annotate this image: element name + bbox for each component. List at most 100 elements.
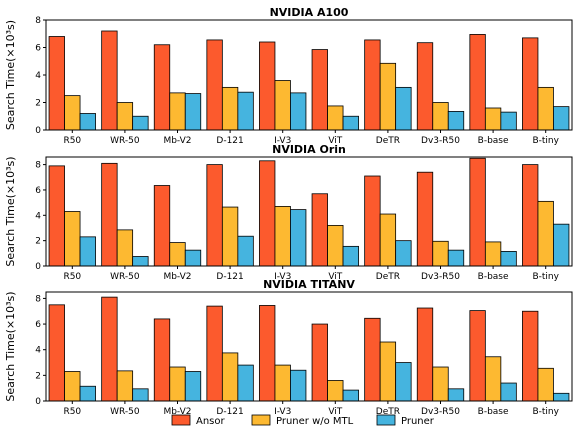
bar-pruner-w-o-mtl-i-v3 bbox=[274, 206, 291, 267]
bar-pruner-w-o-mtl-detr bbox=[379, 341, 397, 402]
y-tick-label: 2 bbox=[35, 237, 41, 247]
legend-label-ansor: Ansor bbox=[196, 416, 226, 427]
bar-ansor-mb-v2 bbox=[153, 185, 171, 267]
bar-pruner-w-o-mtl-wr-50 bbox=[116, 229, 134, 267]
bar-ansor-d-121 bbox=[206, 164, 223, 267]
bar-pruner-wr-50 bbox=[132, 256, 149, 267]
x-tick-label: DeTR bbox=[376, 272, 400, 282]
x-tick-label: DeTR bbox=[376, 407, 400, 417]
bar-pruner-b-tiny bbox=[553, 392, 570, 402]
chart-title: NVIDIA TITANV bbox=[263, 278, 355, 291]
chart-panel-2: NVIDIA Orin Search Time(×10³s) 0 2 4 6 8 R50 WR-… bbox=[4, 143, 573, 282]
x-tick-label: D-121 bbox=[216, 407, 243, 417]
bar-pruner-w-o-mtl-dv3-r50 bbox=[432, 366, 449, 402]
x-tick-label: WR-50 bbox=[110, 136, 140, 146]
bar-ansor-vit bbox=[311, 323, 328, 402]
x-tick-label: I-V3 bbox=[274, 272, 291, 282]
bar-pruner-d-121 bbox=[237, 91, 254, 131]
bar-ansor-wr-50 bbox=[101, 162, 118, 267]
bar-ansor-detr bbox=[364, 39, 381, 131]
bar-pruner-b-base bbox=[500, 251, 517, 267]
bar-pruner-vit bbox=[342, 115, 359, 131]
plot-frame bbox=[45, 291, 573, 402]
x-tick-label: D-121 bbox=[216, 136, 243, 146]
y-axis-label: Search Time(×10³s) bbox=[4, 20, 17, 130]
bar-pruner-w-o-mtl-d-121 bbox=[221, 206, 239, 267]
x-tick-label: DeTR bbox=[376, 136, 400, 146]
bar-pruner-detr bbox=[395, 362, 412, 402]
bar-pruner-i-v3 bbox=[290, 92, 307, 131]
bar-pruner-w-o-mtl-wr-50 bbox=[116, 102, 134, 131]
bar-pruner-dv3-r50 bbox=[447, 249, 465, 267]
bar-pruner-b-tiny bbox=[553, 223, 570, 267]
bar-ansor-dv3-r50 bbox=[416, 171, 434, 267]
x-tick-label: I-V3 bbox=[274, 407, 291, 417]
y-tick-label: 4 bbox=[35, 346, 41, 356]
bar-ansor-r50 bbox=[48, 36, 65, 131]
bar-ansor-d-121 bbox=[206, 305, 223, 402]
x-tick-label: Mb-V2 bbox=[163, 272, 191, 282]
bar-pruner-w-o-mtl-dv3-r50 bbox=[432, 240, 449, 267]
bar-pruner-i-v3 bbox=[290, 209, 307, 267]
x-tick-label: B-base bbox=[478, 407, 509, 417]
x-tick-label: Dv3-R50 bbox=[421, 272, 460, 282]
x-tick-label: Mb-V2 bbox=[163, 407, 191, 417]
bar-pruner-w-o-mtl-b-tiny bbox=[537, 367, 554, 402]
chart-panels: NVIDIA A100 Search Time(×10³s) 0 2 4 6 8 R50 WR-… bbox=[4, 6, 573, 417]
bar-ansor-b-tiny bbox=[522, 164, 539, 267]
bar-ansor-mb-v2 bbox=[153, 44, 171, 131]
y-tick-label: 4 bbox=[35, 71, 41, 81]
x-tick-label: B-base bbox=[478, 136, 509, 146]
bar-pruner-b-base bbox=[500, 111, 517, 131]
x-tick-label: ViT bbox=[328, 407, 342, 417]
bar-ansor-b-tiny bbox=[522, 37, 539, 131]
plot-frame bbox=[45, 156, 573, 267]
bar-pruner-w-o-mtl-b-base bbox=[484, 356, 502, 402]
bar-pruner-mb-v2 bbox=[184, 371, 202, 402]
y-tick-label: 0 bbox=[35, 262, 41, 272]
bar-pruner-w-o-mtl-mb-v2 bbox=[169, 366, 186, 402]
x-tick-label: ViT bbox=[328, 136, 342, 146]
x-tick-label: D-121 bbox=[216, 272, 243, 282]
y-tick-label: 8 bbox=[35, 294, 41, 304]
x-tick-label: Dv3-R50 bbox=[421, 136, 460, 146]
bar-pruner-w-o-mtl-r50 bbox=[64, 371, 81, 402]
bar-ansor-detr bbox=[364, 175, 381, 267]
bar-pruner-w-o-mtl-d-121 bbox=[221, 86, 239, 131]
bar-pruner-w-o-mtl-d-121 bbox=[221, 352, 239, 402]
x-tick-label: WR-50 bbox=[110, 407, 140, 417]
y-tick-label: 0 bbox=[35, 397, 41, 407]
y-tick-label: 6 bbox=[35, 320, 41, 330]
legend-label-pruner: Pruner bbox=[401, 416, 435, 427]
bar-pruner-w-o-mtl-vit bbox=[327, 225, 344, 267]
bar-ansor-d-121 bbox=[206, 39, 223, 131]
bar-pruner-w-o-mtl-mb-v2 bbox=[169, 242, 186, 267]
legend: Ansor Pruner w/o MTL Pruner bbox=[171, 414, 435, 427]
bar-pruner-w-o-mtl-i-v3 bbox=[274, 80, 291, 131]
bar-ansor-b-base bbox=[469, 157, 486, 267]
bar-pruner-w-o-mtl-detr bbox=[379, 62, 397, 131]
bar-ansor-dv3-r50 bbox=[416, 307, 434, 402]
bar-pruner-r50 bbox=[79, 236, 96, 267]
bar-pruner-w-o-mtl-b-base bbox=[484, 107, 502, 131]
bar-pruner-vit bbox=[342, 389, 359, 402]
bar-ansor-vit bbox=[311, 193, 328, 267]
bar-pruner-vit bbox=[342, 245, 359, 267]
y-tick-label: 8 bbox=[35, 161, 41, 171]
bar-pruner-dv3-r50 bbox=[447, 111, 465, 131]
bar-pruner-w-o-mtl-dv3-r50 bbox=[432, 102, 449, 131]
x-tick-label: B-tiny bbox=[532, 272, 559, 282]
bar-pruner-wr-50 bbox=[132, 115, 149, 131]
x-tick-label: I-V3 bbox=[274, 136, 291, 146]
bar-ansor-wr-50 bbox=[101, 30, 118, 131]
y-tick-label: 2 bbox=[35, 371, 41, 381]
bar-pruner-i-v3 bbox=[290, 369, 307, 402]
y-axis-label: Search Time(×10³s) bbox=[4, 291, 17, 401]
x-tick-label: B-base bbox=[478, 272, 509, 282]
bar-pruner-mb-v2 bbox=[184, 249, 202, 267]
y-tick-label: 6 bbox=[35, 186, 41, 196]
bar-pruner-w-o-mtl-vit bbox=[327, 380, 344, 402]
y-tick-label: 0 bbox=[35, 126, 41, 136]
bar-ansor-i-v3 bbox=[259, 160, 276, 267]
